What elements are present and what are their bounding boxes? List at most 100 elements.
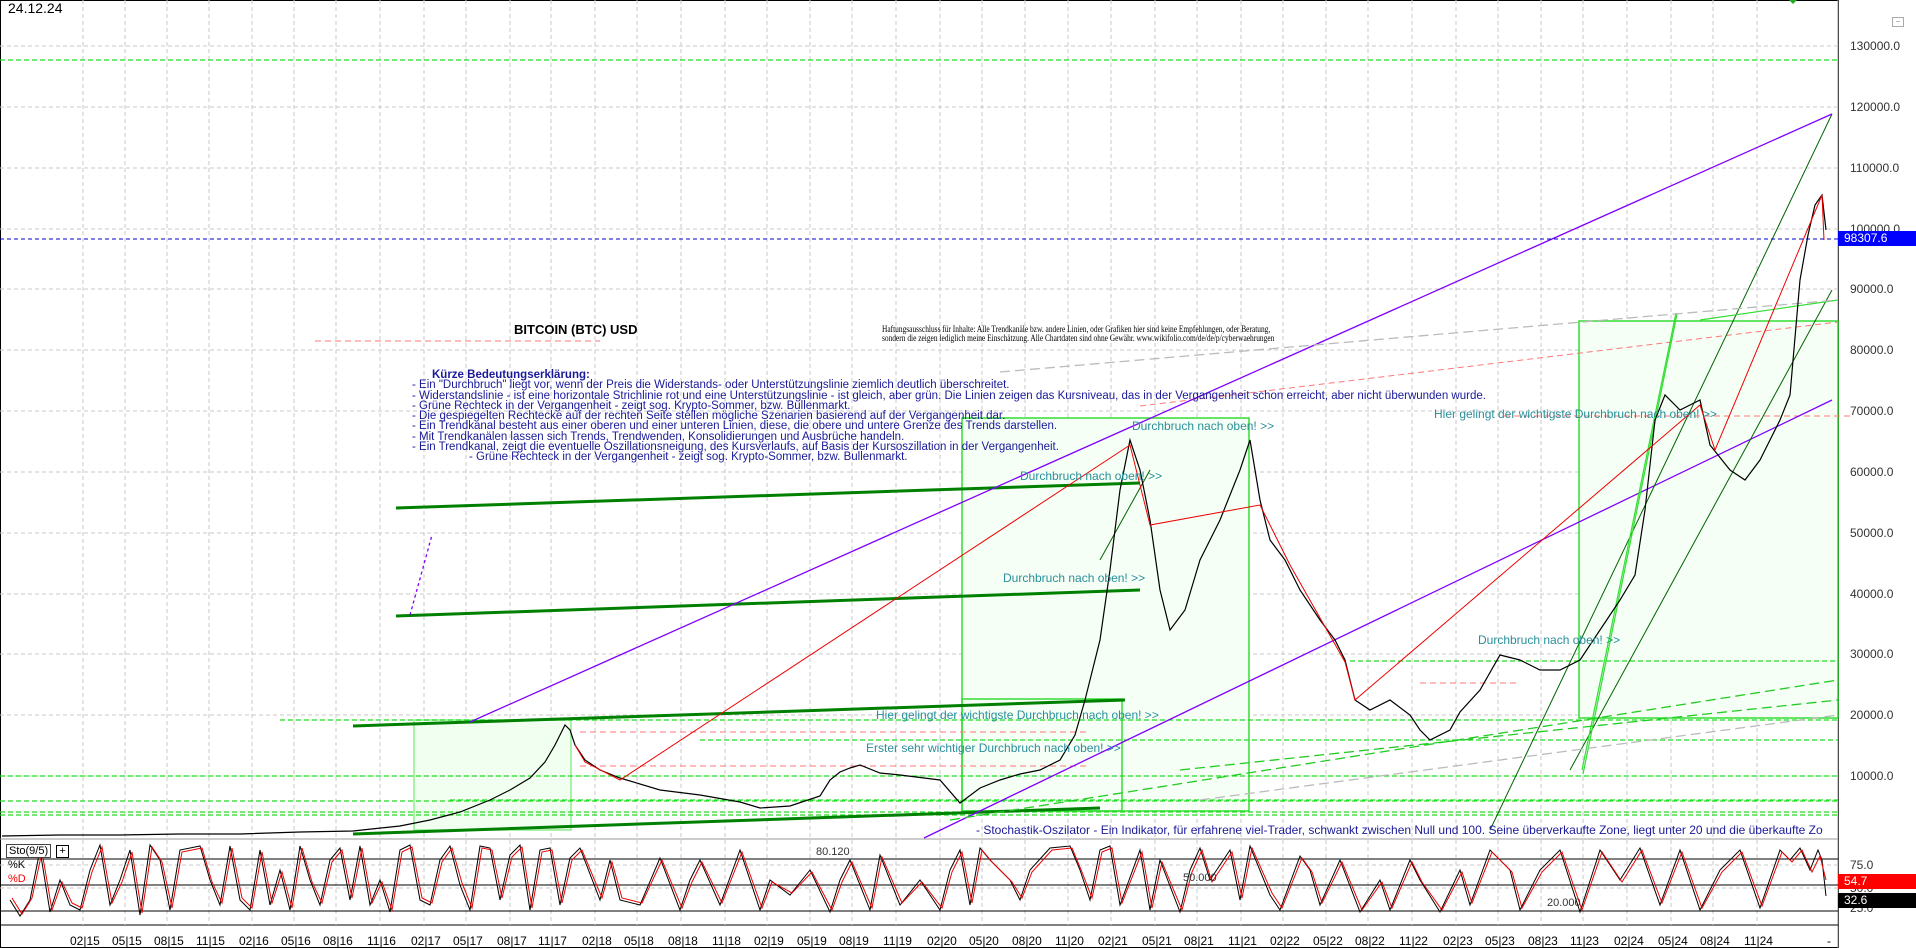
x-tick: 08|19 [839,934,869,948]
x-tick: 05|19 [797,934,827,948]
annotation-first-important: Erster sehr wichtiger Durchbruch nach ob… [866,741,1121,755]
long-term-channels [352,481,1141,836]
chart-frame [0,0,1839,948]
sto-marker: 80.120 [816,846,850,858]
stochastic-k-line [9,843,1827,917]
x-tick: 08|21 [1184,934,1214,948]
y-tick: 120000.0 [1850,100,1901,114]
y-tick: 50000.0 [1850,526,1894,540]
date-label: 24.12.24 [8,0,63,16]
x-tick: 05|24 [1658,934,1688,948]
y-tick: 90000.0 [1850,282,1894,296]
annotation-breakout-3: Durchbruch nach oben! >> [1003,571,1146,585]
x-tick: 05|15 [112,934,142,948]
y-tick: 110000.0 [1850,161,1900,175]
stochastic-d-label: %D [8,873,26,885]
annotation-breakout-4: Durchbruch nach oben! >> [1478,633,1621,647]
x-tick: 08|22 [1355,934,1385,948]
add-indicator-icon[interactable]: + [56,845,69,858]
rising-support-dashed [949,679,1839,821]
y-tick: 60000.0 [1850,465,1894,479]
sto-tick: 75.0 [1850,858,1874,872]
legend-line: - Grüne Rechteck in der Vergangenheit - … [469,451,908,464]
x-tick: 05|23 [1485,934,1515,948]
x-tick: 05|22 [1313,934,1343,948]
x-tick: 02|19 [754,934,784,948]
light-green-channels [1581,299,1839,775]
purple-trend-channel [409,113,1833,839]
y-tick: 10000.0 [1850,769,1894,783]
legend-line: - Widerstandslinie - ist eine horizontal… [412,389,1486,402]
stochastic-k-value: 32.6 [1838,893,1916,908]
x-tick: 11|21 [1228,934,1257,948]
y-tick: 30000.0 [1850,647,1894,661]
disclaimer-line-2: sondern die zeigen lediglich meine Einsc… [882,334,1275,344]
disclaimer: Haftungsausschluss für Inhalte: Alle Tre… [882,325,1275,344]
x-tick: 02|15 [70,934,100,948]
x-tick: 11|20 [1055,934,1084,948]
legend-heading: Kürze Bedeutungserklärung: [432,369,590,381]
price-series [1,193,1827,837]
x-tick: 05|18 [624,934,654,948]
y-tick: 20000.0 [1850,708,1894,722]
x-tick: 11|23 [1570,934,1599,948]
chart-title: BITCOIN (BTC) USD [514,322,638,337]
x-tick: 08|20 [1012,934,1042,948]
legend-line: - Ein Trendkanal, zeigt die eventuelle O… [412,441,1059,454]
stochastic-note: - Stochastik-Oszilator - Ein Indikator, … [976,823,1823,837]
annotation-most-important-2: Hier gelingt der wichtigste Durchbruch n… [876,708,1159,722]
x-tick: 02|23 [1443,934,1473,948]
stochastic-title[interactable]: Sto(9/5) [6,844,52,858]
x-tick: 08|16 [323,934,353,948]
x-tick: 02|18 [582,934,612,948]
collapse-button[interactable]: − [1892,17,1904,27]
stochastic-d-line [11,845,1827,915]
x-tick: 05|20 [969,934,999,948]
top-marker-icon [1789,0,1797,4]
legend-line: - Grüne Rechteck in der Vergangenheit - … [412,399,851,412]
x-tick: 08|17 [497,934,527,948]
x-tick: 02|16 [239,934,269,948]
x-tick: 11|16 [367,934,396,948]
x-tick: 08|15 [154,934,184,948]
x-tick: 11|24 [1744,934,1773,948]
y-tick: 40000.0 [1850,587,1894,601]
time-axis-end-marker: - [1827,934,1831,948]
x-tick: 02|20 [927,934,957,948]
x-tick: 08|23 [1528,934,1558,948]
x-tick: 08|24 [1700,934,1730,948]
annotation-most-important-1: Hier gelingt der wichtigste Durchbruch n… [1434,407,1717,421]
y-tick: 70000.0 [1850,404,1894,418]
x-tick: 11|22 [1399,934,1428,948]
x-tick: 02|21 [1098,934,1128,948]
legend-line: - Die gespiegelten Rechtecke auf der rec… [412,410,1006,423]
x-tick: 02|22 [1270,934,1300,948]
x-tick: 05|21 [1142,934,1172,948]
stochastic-d-value: 54.7 [1838,874,1916,889]
price-series-red [574,194,1825,781]
x-tick: 08|18 [668,934,698,948]
legend-explanation: Kürze Bedeutungserklärung: - Ein "Durchb… [412,369,1486,464]
grid-horizontal [0,45,1838,912]
resistance-lines [315,321,1850,767]
x-tick: 11|17 [538,934,567,948]
y-tick: 80000.0 [1850,343,1894,357]
disclaimer-line-1: Haftungsausschluss für Inhalte: Alle Tre… [882,325,1271,335]
legend-line: - Mit Trendkanälen lassen sich Trends, T… [412,430,905,443]
legend-line: - Ein Trendkanal besteht aus einer obere… [412,420,1058,433]
annotation-breakout-2: Durchbruch nach oben! >> [1020,469,1163,483]
x-tick: 05|16 [281,934,311,948]
legend-line: - Ein "Durchbruch" liegt vor, wenn der P… [412,379,1010,392]
sto-marker: 20.000 [1547,897,1581,909]
grey-trend-dashed [999,299,1839,801]
sto-marker: 50.000 [1183,872,1217,884]
x-tick: 11|19 [883,934,912,948]
x-tick: 11|15 [196,934,225,948]
current-price-tag: 98307.6 [1838,231,1916,246]
x-tick: 05|17 [453,934,483,948]
stochastic-k-label: %K [8,859,26,871]
steep-trend-channels [1099,113,1833,831]
x-tick: 02|24 [1614,934,1644,948]
y-tick: 130000.0 [1850,39,1901,53]
